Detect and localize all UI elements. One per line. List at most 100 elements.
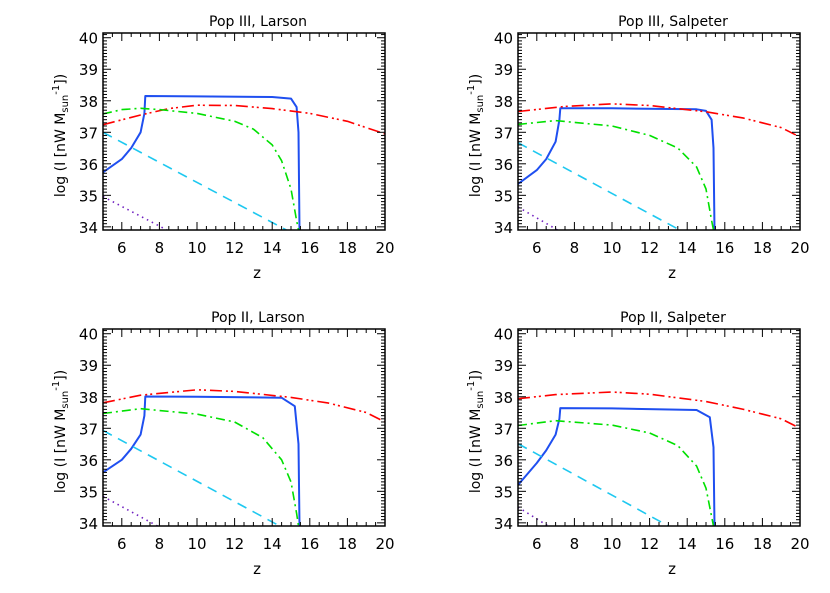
- panel-title: Pop III, Larson: [209, 14, 307, 30]
- x-axis-label: z: [668, 560, 676, 578]
- series-line-solid: [103, 395, 301, 526]
- plot-frame: [102, 32, 386, 231]
- y-tick-label: 39: [494, 61, 513, 79]
- y-tick-label: 40: [79, 30, 98, 48]
- x-tick-label: 16: [300, 535, 319, 553]
- series-line-dash-dot: [103, 107, 300, 230]
- series-line-dash-dot-dot: [103, 104, 385, 135]
- y-tick-label: 40: [79, 326, 98, 344]
- x-tick-label: 6: [532, 239, 542, 257]
- x-tick-label: 14: [263, 535, 282, 553]
- series-line-dotted: [518, 506, 549, 526]
- y-tick-label: 35: [79, 187, 98, 205]
- y-axis-label: log (I [nW Msun-1]): [51, 74, 71, 197]
- x-tick-label: 8: [570, 535, 580, 553]
- x-tick-label: 18: [753, 535, 772, 553]
- y-axis-label: log (I [nW Msun-1]): [466, 370, 486, 493]
- series-line-dashed: [103, 429, 281, 526]
- y-tick-label: 40: [494, 30, 513, 48]
- panel-3: 6 8 10 12 14 16 18 20 34 35 36 37 38 39 40 Pop II, Lars…: [51, 310, 395, 578]
- series-line-dotted: [103, 495, 158, 526]
- y-tick-label: 34: [79, 219, 98, 237]
- y-tick-label: 36: [494, 452, 513, 470]
- y-tick-label: 36: [79, 452, 98, 470]
- x-tick-label: 6: [117, 239, 127, 257]
- x-tick-label: 10: [602, 535, 621, 553]
- y-axis-label-sup: -1: [466, 381, 477, 391]
- y-axis-label-main: log (I [nW M: [468, 409, 484, 494]
- y-axis-label-sup: -1: [466, 85, 477, 95]
- series-line-dash-dot-dot: [103, 388, 385, 423]
- x-tick-label: 10: [187, 535, 206, 553]
- x-tick-label: 20: [790, 535, 809, 553]
- x-tick-label: 12: [640, 239, 659, 257]
- y-tick-label: 34: [79, 515, 98, 533]
- y-axis-label-sub: sun: [60, 95, 71, 113]
- y-axis-label: log (I [nW Msun-1]): [466, 74, 486, 197]
- y-tick-label: 37: [79, 420, 98, 438]
- series-line-solid: [518, 407, 716, 526]
- x-tick-label: 14: [678, 239, 697, 257]
- x-tick-label: 10: [187, 239, 206, 257]
- panel-1: 6 8 10 12 14 16 18 20 34 35 36 37 38 39 40 Pop III, Lar…: [51, 14, 395, 282]
- x-tick-label: 12: [225, 535, 244, 553]
- y-tick-label: 37: [494, 124, 513, 142]
- y-tick-label: 36: [494, 156, 513, 174]
- y-tick-label: 37: [79, 124, 98, 142]
- y-axis-label-sub: sun: [475, 95, 486, 113]
- x-tick-label: 10: [602, 239, 621, 257]
- y-axis-label-main: log (I [nW M: [468, 113, 484, 198]
- plot-frame: [517, 32, 801, 231]
- y-tick-label: 40: [494, 326, 513, 344]
- x-tick-label: 18: [338, 535, 357, 553]
- x-axis-label: z: [253, 560, 261, 578]
- y-axis-label-sub: sun: [475, 391, 486, 409]
- x-tick-label: 16: [715, 535, 734, 553]
- y-axis-label-end: ]): [468, 74, 484, 85]
- x-tick-label: 16: [300, 239, 319, 257]
- y-tick-label: 34: [494, 219, 513, 237]
- panel-title: Pop II, Larson: [211, 310, 305, 326]
- y-tick-label: 38: [494, 93, 513, 111]
- y-axis-label-sup: -1: [51, 381, 62, 391]
- series-line-dash-dot: [103, 407, 300, 526]
- y-axis-label-main: log (I [nW M: [53, 113, 69, 198]
- series-line-dotted: [518, 206, 558, 230]
- y-axis-label-main: log (I [nW M: [53, 409, 69, 494]
- series-line-dash-dot-dot: [518, 103, 800, 138]
- y-tick-label: 34: [494, 515, 513, 533]
- y-tick-label: 36: [79, 156, 98, 174]
- y-tick-label: 37: [494, 420, 513, 438]
- x-tick-label: 18: [338, 239, 357, 257]
- x-tick-label: 20: [790, 239, 809, 257]
- x-tick-label: 20: [375, 239, 394, 257]
- panel-2: 6 8 10 12 14 16 18 20 34 35 36 37 38 39 40 Pop III, Sal…: [466, 14, 810, 282]
- y-tick-label: 38: [79, 93, 98, 111]
- series-line-solid: [103, 95, 301, 230]
- panel-title: Pop II, Salpeter: [620, 310, 726, 326]
- x-tick-label: 16: [715, 239, 734, 257]
- x-tick-label: 18: [753, 239, 772, 257]
- series-line-dash-dot-dot: [518, 391, 800, 430]
- x-tick-label: 6: [532, 535, 542, 553]
- x-tick-label: 14: [678, 535, 697, 553]
- x-tick-label: 6: [117, 535, 127, 553]
- y-axis-label-end: ]): [468, 370, 484, 381]
- x-tick-label: 8: [570, 239, 580, 257]
- y-tick-label: 35: [79, 483, 98, 501]
- series-line-dotted: [103, 195, 168, 230]
- y-axis-label-end: ]): [53, 370, 69, 381]
- series-line-dashed: [518, 442, 669, 526]
- y-tick-label: 38: [79, 389, 98, 407]
- x-tick-label: 20: [375, 535, 394, 553]
- series-line-dashed: [103, 131, 287, 230]
- y-axis-label-end: ]): [53, 74, 69, 85]
- plot-frame: [517, 328, 801, 527]
- series-line-dash-dot: [518, 419, 715, 526]
- y-axis-label-sup: -1: [51, 85, 62, 95]
- y-tick-label: 35: [494, 187, 513, 205]
- x-axis-label: z: [253, 264, 261, 282]
- panel-4: 6 8 10 12 14 16 18 20 34 35 36 37 38 39 40 Pop II, Salp…: [466, 310, 810, 578]
- x-tick-label: 12: [225, 239, 244, 257]
